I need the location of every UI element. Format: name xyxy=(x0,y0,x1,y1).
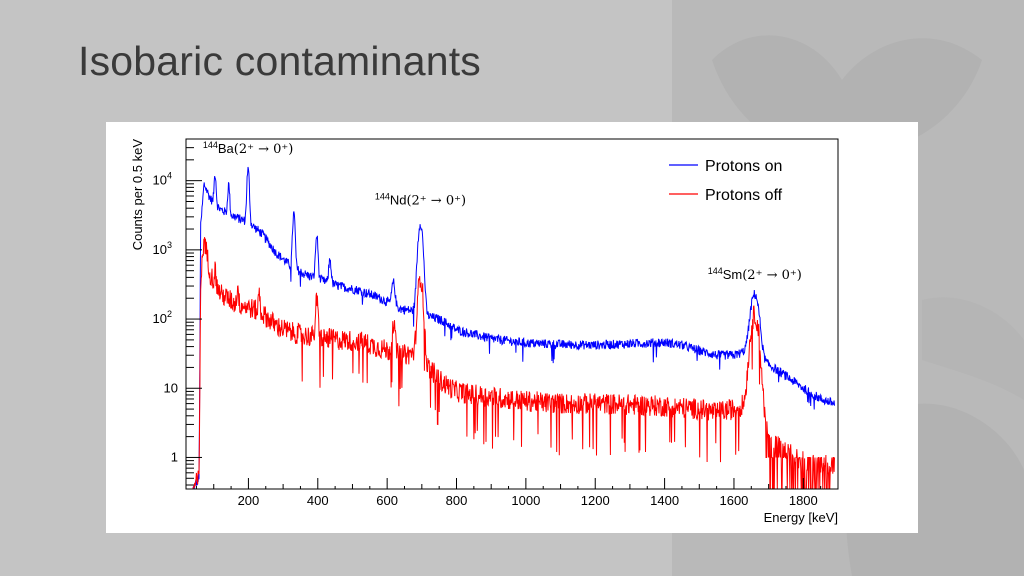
annotation-element: Sm xyxy=(723,267,743,282)
x-tick-label: 1000 xyxy=(511,493,540,508)
x-tick-label: 600 xyxy=(376,493,398,508)
x-tick-label: 1600 xyxy=(719,493,748,508)
x-tick-label: 1400 xyxy=(650,493,679,508)
series-line-protons-off xyxy=(192,237,835,490)
annotation-transition: (2⁺ → 0⁺) xyxy=(406,194,466,209)
series-layer xyxy=(192,166,835,490)
y-tick-exponent: 4 xyxy=(167,171,172,181)
legend-label: Protons off xyxy=(705,187,783,204)
annotation-mass: 144 xyxy=(203,140,218,150)
y-tick-exponent: 2 xyxy=(167,309,172,319)
annotation-mass: 144 xyxy=(708,266,723,276)
annotation-mass: 144 xyxy=(375,192,390,202)
x-tick-label: 200 xyxy=(238,493,260,508)
annotation-element: Ba xyxy=(218,141,235,156)
y-tick-label: 102 xyxy=(153,309,172,326)
plot-frame xyxy=(185,138,839,490)
peak-annotation: 144Nd(2⁺ → 0⁺) xyxy=(375,192,466,209)
x-axis-title: Energy [keV] xyxy=(764,510,838,525)
chart: 200 400 600 800 1000 1200 1400 1600 1800 1 10 102 10… xyxy=(130,138,839,525)
y-tick-exponent: 3 xyxy=(167,240,172,250)
annotation-transition: (2⁺ → 0⁺) xyxy=(742,268,802,283)
x-tick-label: 800 xyxy=(446,493,468,508)
y-tick-label: 104 xyxy=(153,171,172,188)
peak-annotation: 144Sm(2⁺ → 0⁺) xyxy=(708,266,802,283)
x-tick-label: 1800 xyxy=(789,493,818,508)
x-tick-label: 1200 xyxy=(581,493,610,508)
series-line-protons-on xyxy=(192,166,835,490)
axis-ticks: 200 400 600 800 1000 1200 1400 1600 1800 1 10 102 10… xyxy=(153,138,839,508)
slide-title: Isobaric contaminants xyxy=(78,38,482,84)
peak-annotation: 144Ba(2⁺ → 0⁺) xyxy=(203,140,294,157)
peak-annotations: 144Ba(2⁺ → 0⁺)144Nd(2⁺ → 0⁺)144Sm(2⁺ → 0… xyxy=(203,140,802,283)
annotation-element: Nd xyxy=(390,193,407,208)
chart-panel: 200 400 600 800 1000 1200 1400 1600 1800 1 10 102 10… xyxy=(106,122,918,533)
legend: Protons on Protons off xyxy=(669,158,783,204)
y-tick-label: 10 xyxy=(164,380,178,395)
annotation-transition: (2⁺ → 0⁺) xyxy=(234,142,294,157)
x-tick-label: 400 xyxy=(307,493,329,508)
y-tick-label: 103 xyxy=(153,240,172,257)
legend-label: Protons on xyxy=(705,158,782,175)
y-tick-label: 1 xyxy=(171,449,178,464)
y-axis-title: Counts per 0.5 keV xyxy=(130,139,145,251)
